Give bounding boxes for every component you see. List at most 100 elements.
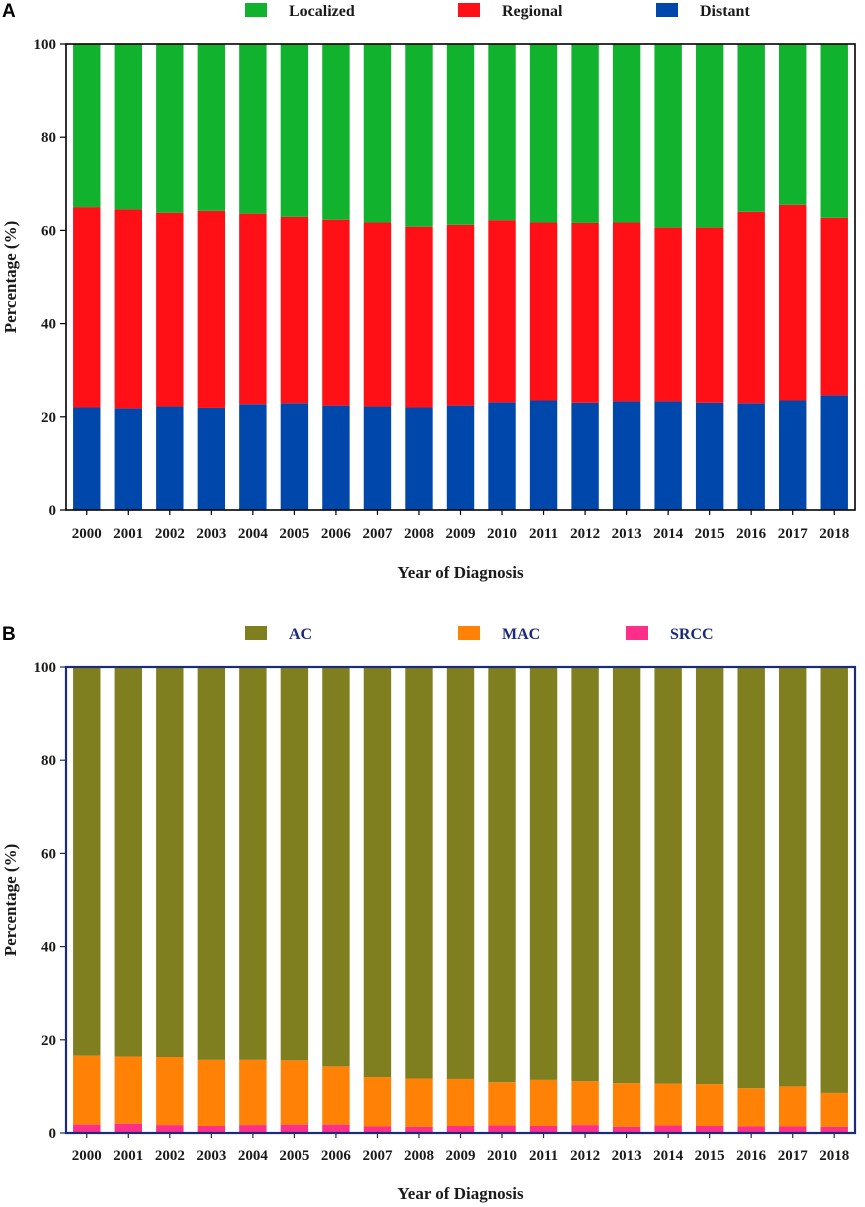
x-tick-label-2004: 2004: [238, 526, 269, 542]
x-tick-label-2017: 2017: [778, 526, 809, 542]
x-tick-label-2009: 2009: [446, 526, 476, 542]
bar-srcc-2008: [405, 1126, 433, 1133]
bar-distant-2004: [239, 404, 267, 510]
bar-localized-2004: [239, 44, 267, 214]
bar-distant-2002: [156, 406, 184, 510]
bar-mac-2015: [695, 1084, 724, 1127]
bar-regional-2014: [654, 227, 682, 402]
bar-distant-2006: [322, 405, 350, 510]
legend-item-ac: AC: [245, 626, 312, 643]
bar-ac-2008: [405, 667, 433, 1079]
legend: Localized Regional Distant: [245, 3, 750, 20]
x-tick-label-2014: 2014: [653, 1148, 684, 1164]
bar-localized-2017: [779, 44, 807, 205]
bar-mac-2006: [322, 1066, 350, 1125]
x-tick-label-2012: 2012: [570, 1148, 600, 1164]
bar-mac-2001: [114, 1056, 142, 1124]
bar-localized-2001: [114, 44, 142, 210]
bar-regional-2002: [156, 212, 184, 407]
bar-srcc-2013: [612, 1126, 641, 1133]
bar-regional-2018: [820, 217, 848, 396]
legend-label-ac: AC: [289, 626, 312, 643]
bar-mac-2009: [446, 1078, 475, 1127]
bar-mac-2016: [737, 1088, 765, 1127]
legend-item-mac: MAC: [458, 626, 540, 643]
x-tick-label-2013: 2013: [612, 526, 642, 542]
bar-localized-2007: [363, 44, 392, 223]
bar-srcc-2015: [695, 1126, 724, 1133]
bar-localized-2015: [695, 44, 724, 228]
legend-swatch-localized: [245, 3, 267, 17]
bar-distant-2009: [446, 405, 475, 510]
x-axis-title: Year of Diagnosis: [397, 1184, 524, 1203]
bar-mac-2005: [280, 1060, 309, 1125]
x-tick-label-2015: 2015: [695, 526, 725, 542]
bar-srcc-2017: [779, 1126, 807, 1133]
bar-ac-2014: [654, 667, 682, 1084]
panel-label: B: [2, 624, 16, 645]
bar-ac-2000: [73, 667, 101, 1056]
bar-ac-2004: [239, 667, 267, 1060]
bar-localized-2016: [737, 44, 765, 212]
legend-item-distant: Distant: [656, 3, 750, 20]
x-tick-label-2015: 2015: [695, 1148, 725, 1164]
y-tick-label-20: 20: [41, 410, 56, 426]
legend-item-regional: Regional: [458, 3, 563, 20]
y-tick-label-20: 20: [41, 1033, 56, 1049]
x-tick-label-2002: 2002: [155, 1148, 185, 1164]
bar-distant-2003: [197, 407, 226, 510]
y-axis-title: Percentage (%): [1, 221, 20, 334]
bar-mac-2011: [529, 1079, 558, 1127]
legend: AC MAC SRCC: [245, 626, 714, 643]
bar-ac-2017: [779, 667, 807, 1087]
x-tick-label-2009: 2009: [446, 1148, 476, 1164]
bars: [73, 667, 848, 1133]
x-tick-label-2003: 2003: [196, 1148, 226, 1164]
bar-ac-2015: [695, 667, 724, 1085]
bar-mac-2018: [820, 1092, 848, 1127]
bar-localized-2006: [322, 44, 350, 220]
bar-srcc-2001: [114, 1123, 142, 1133]
bar-ac-2018: [820, 667, 848, 1093]
bar-localized-2018: [820, 44, 848, 218]
bar-srcc-2016: [737, 1126, 765, 1133]
bar-srcc-2011: [529, 1126, 558, 1133]
x-tick-label-2008: 2008: [404, 1148, 434, 1164]
x-tick-label-2008: 2008: [404, 526, 434, 542]
bar-localized-2014: [654, 44, 682, 228]
bar-ac-2012: [571, 667, 599, 1082]
x-tick-label-2013: 2013: [612, 1148, 642, 1164]
bar-localized-2011: [529, 44, 558, 223]
bar-localized-2013: [612, 44, 641, 223]
bar-mac-2010: [488, 1082, 516, 1126]
bar-ac-2002: [156, 667, 184, 1058]
y-tick-label-100: 100: [34, 37, 57, 53]
bar-localized-2003: [197, 44, 226, 211]
bar-regional-2004: [239, 213, 267, 405]
bar-srcc-2018: [820, 1126, 848, 1133]
bar-srcc-2003: [197, 1126, 226, 1133]
bar-regional-2006: [322, 219, 350, 406]
bar-srcc-2007: [363, 1126, 392, 1133]
y-tick-label-100: 100: [34, 660, 57, 676]
x-tick-label-2018: 2018: [819, 1148, 849, 1164]
x-tick-label-2001: 2001: [113, 1148, 143, 1164]
bar-distant-2015: [695, 402, 724, 510]
bar-regional-2009: [446, 224, 475, 406]
bar-mac-2014: [654, 1083, 682, 1126]
bar-srcc-2005: [280, 1124, 309, 1133]
y-tick-label-40: 40: [41, 940, 56, 956]
bar-ac-2007: [363, 667, 392, 1078]
plot-frame: [65, 43, 856, 511]
bar-distant-2013: [612, 401, 641, 510]
bar-distant-2010: [488, 402, 516, 510]
bar-regional-2016: [737, 211, 765, 404]
bar-mac-2003: [197, 1059, 226, 1127]
bar-distant-2007: [363, 406, 392, 510]
x-tick-label-2004: 2004: [238, 1148, 269, 1164]
bar-distant-2008: [405, 407, 433, 510]
y-tick-label-0: 0: [49, 1126, 57, 1142]
bar-localized-2009: [446, 44, 475, 225]
